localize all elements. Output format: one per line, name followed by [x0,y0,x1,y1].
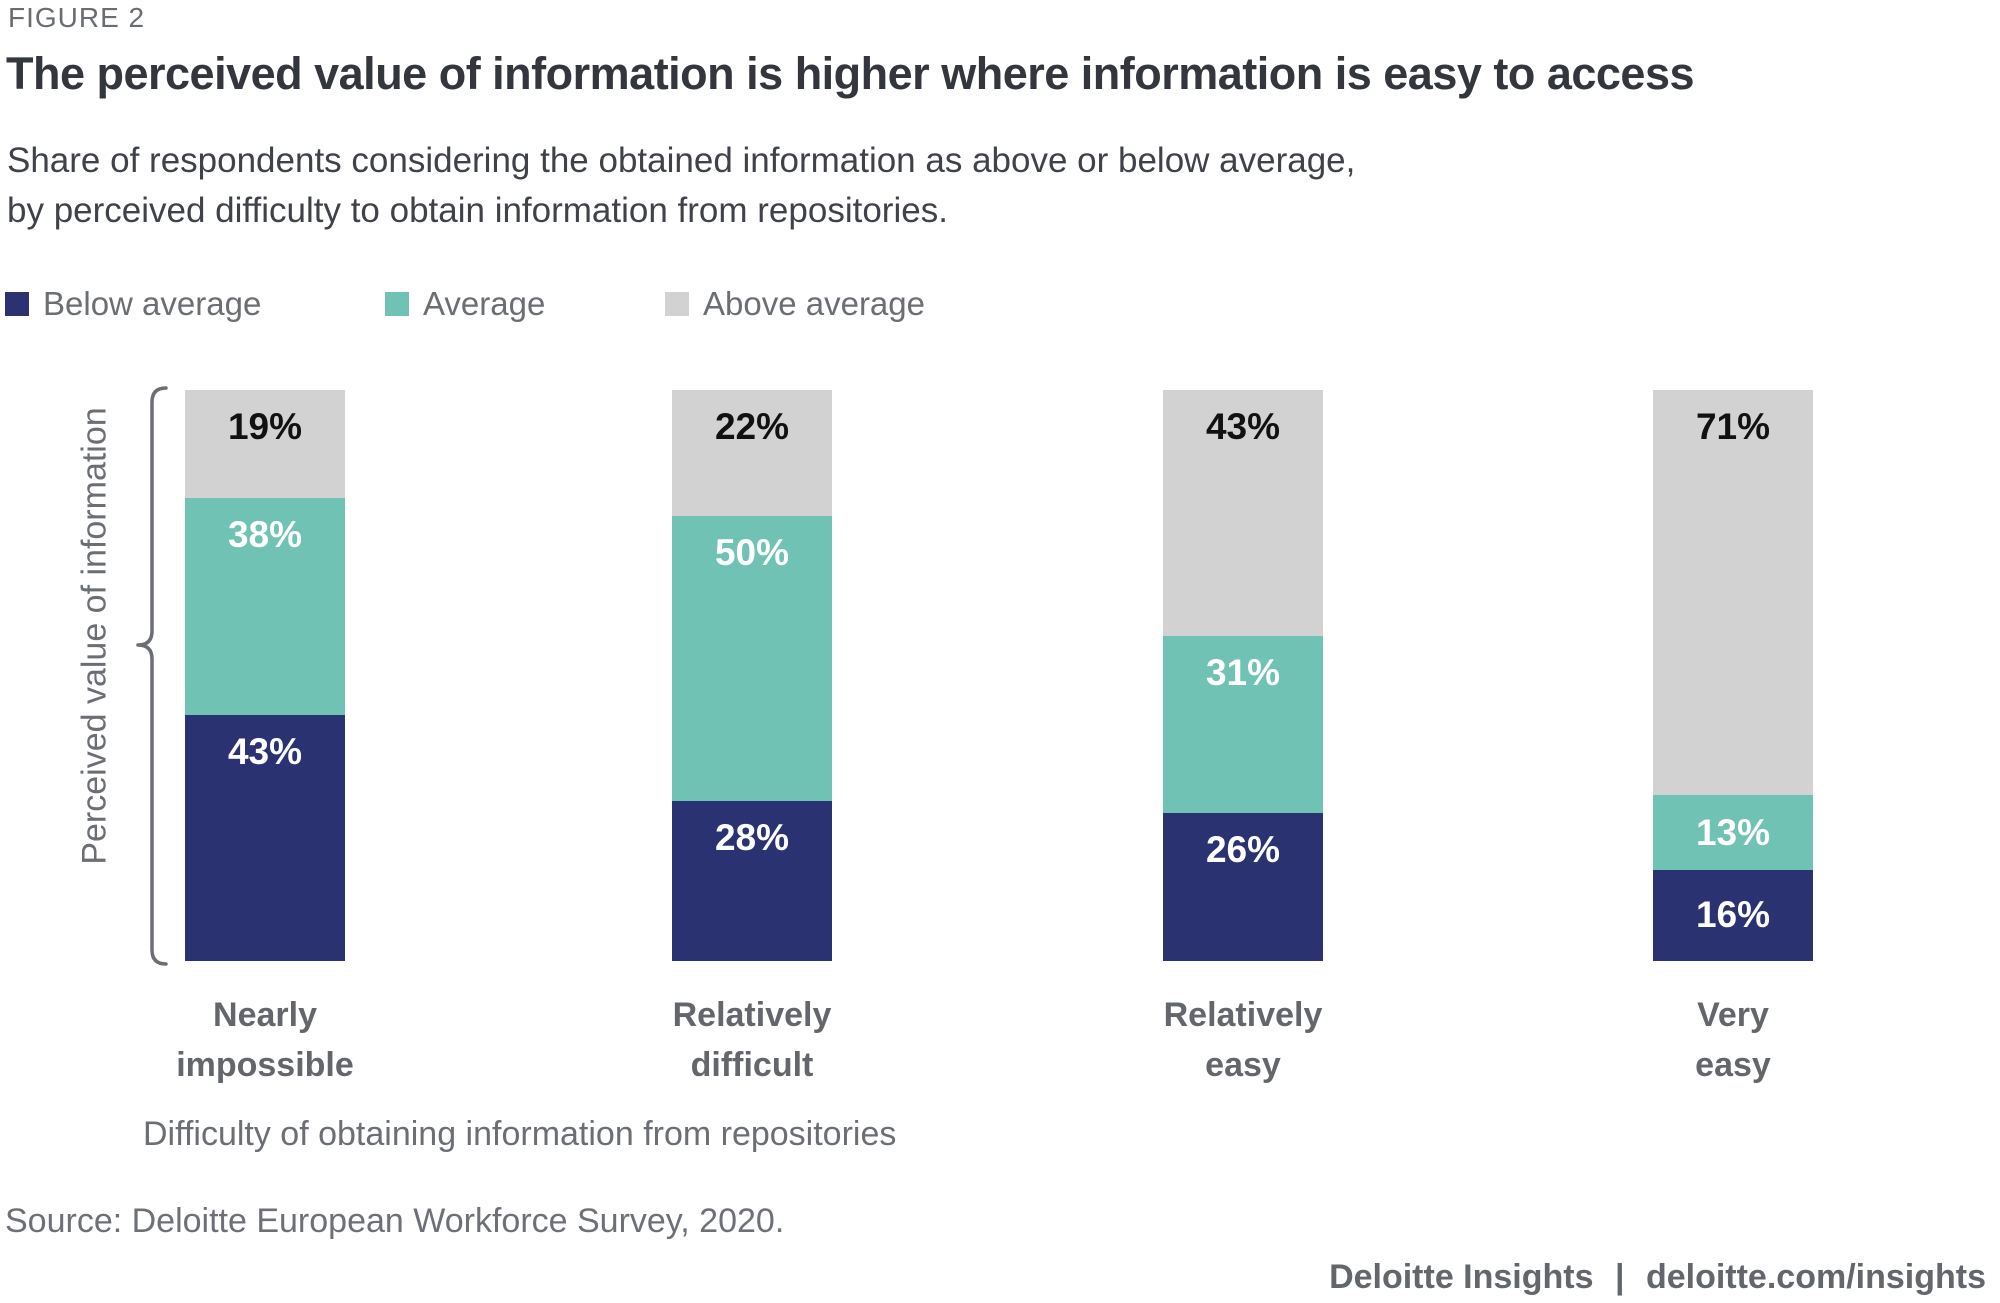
chart-title: The perceived value of information is hi… [6,48,1695,99]
category-label-line: easy [1695,1046,1771,1084]
chart-subtitle-line2: by perceived difficulty to obtain inform… [7,191,948,230]
bar-segment-average: 38% [185,498,345,716]
segment-value-label: 71% [1695,406,1771,447]
legend-item-above-average: Above average [665,285,925,323]
bar-relatively-easy: 43% 31% 26% [1163,390,1323,961]
bar-segment-above-average: 19% [185,390,345,499]
y-axis-brace-icon [136,386,168,966]
bar-segment-below-average: 26% [1163,812,1323,961]
bar-segment-above-average: 43% [1163,390,1323,636]
bar-segment-average: 31% [1163,635,1323,813]
category-label-line: Relatively [1163,996,1323,1034]
bar-segment-below-average: 16% [1653,869,1813,961]
bar-relatively-difficult: 22% 50% 28% [672,390,832,961]
category-label-line: easy [1205,1046,1281,1084]
segment-value-label: 50% [714,531,790,573]
bar-segment-above-average: 22% [672,390,832,516]
legend-item-average: Average [385,285,545,323]
legend-label-average: Average [423,285,546,322]
legend-swatch-average-icon [385,292,409,316]
bar-segment-average: 13% [1653,795,1813,870]
category-label-relatively-difficult: Relatively difficult [582,990,922,1090]
segment-value-label: 13% [1695,811,1771,853]
chart-subtitle-line1: Share of respondents considering the obt… [7,141,1356,180]
legend: Below average Average Above average [0,285,1000,325]
legend-swatch-above-average-icon [665,292,689,316]
segment-value-label: 22% [714,406,790,447]
category-label-line: Relatively [672,996,832,1034]
category-label-nearly-impossible: Nearly impossible [95,990,435,1090]
legend-swatch-below-average-icon [5,292,29,316]
category-label-relatively-easy: Relatively easy [1073,990,1413,1090]
segment-value-label: 19% [227,406,303,447]
x-axis-label: Difficulty of obtaining information from… [143,1115,897,1153]
bar-segment-below-average: 43% [185,715,345,961]
footer-separator: | [1614,1258,1625,1296]
bar-segment-below-average: 28% [672,801,832,961]
segment-value-label: 26% [1205,828,1281,870]
segment-value-label: 38% [227,514,303,556]
segment-value-label: 43% [1205,406,1281,447]
bar-nearly-impossible: 19% 38% 43% [185,390,345,961]
legend-label-below-average: Below average [43,285,262,322]
segment-value-label: 16% [1695,894,1771,936]
footer-link[interactable]: deloitte.com/insights [1645,1258,1986,1296]
legend-label-above-average: Above average [703,285,925,322]
segment-value-label: 28% [714,817,790,859]
footer-brand: Deloitte Insights [1329,1258,1594,1296]
category-label-line: impossible [176,1046,354,1084]
segment-value-label: 31% [1205,651,1281,693]
bar-segment-average: 50% [672,515,832,802]
category-label-very-easy: Very easy [1563,990,1903,1090]
category-label-line: difficult [690,1046,814,1084]
chart-subtitle: Share of respondents considering the obt… [7,136,1355,236]
footer: Deloitte Insights | deloitte.com/insight… [1323,1258,1992,1297]
segment-value-label: 43% [227,731,303,773]
legend-item-below-average: Below average [5,285,261,323]
figure-label: FIGURE 2 [8,2,146,33]
category-label-line: Very [1697,996,1769,1034]
bar-very-easy: 71% 13% 16% [1653,390,1813,961]
source-line: Source: Deloitte European Workforce Surv… [5,1202,785,1240]
bar-segment-above-average: 71% [1653,390,1813,796]
category-label-line: Nearly [213,996,317,1034]
